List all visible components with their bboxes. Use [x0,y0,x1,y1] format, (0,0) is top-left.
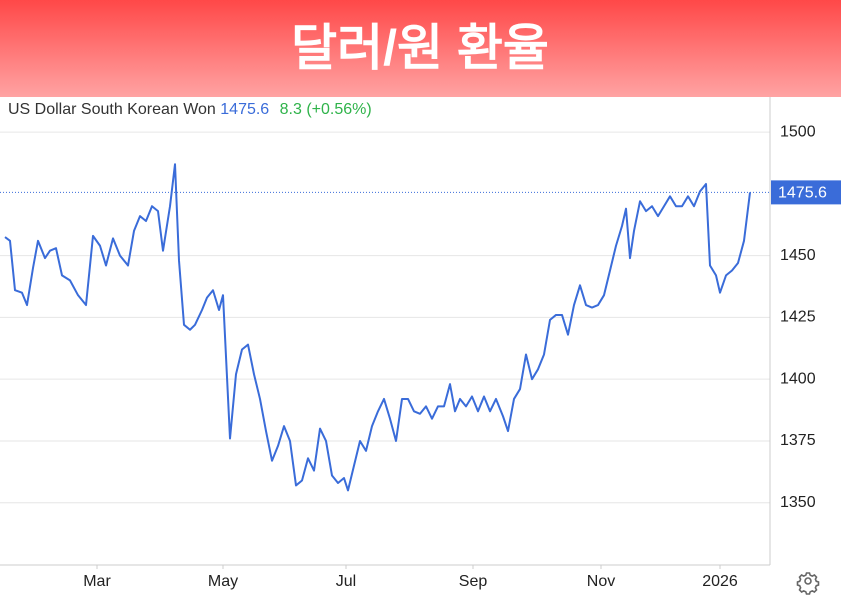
y-tick-label: 1375 [780,432,816,449]
y-tick-label: 1425 [780,309,816,326]
chart-title: 달러/원 환율 [291,20,549,76]
last-value-label: 1475.6 [778,185,827,202]
last-value-tag [771,180,841,205]
x-tick-label: 2026 [702,573,738,590]
legend-last-value: 1475.6 [220,101,269,118]
title-banner [0,0,841,97]
legend: US Dollar South Korean Won 1475.6 8.3 (+… [8,101,372,118]
legend-change: 8.3 (+0.56%) [280,101,372,118]
y-tick-label: 1450 [780,247,816,264]
plot-area [0,131,770,504]
price-line [4,163,751,492]
x-tick-label: Mar [83,573,111,590]
x-tick-label: Nov [587,573,615,590]
y-tick-label: 1400 [780,370,816,387]
x-tick-label: Jul [336,573,356,590]
legend-series-name: US Dollar South Korean Won [8,101,216,118]
y-tick-label: 1350 [780,494,816,511]
x-tick-label: Sep [459,573,488,590]
x-tick-label: May [208,573,238,590]
settings-icon[interactable] [796,572,820,595]
y-tick-label: 1500 [780,123,816,140]
